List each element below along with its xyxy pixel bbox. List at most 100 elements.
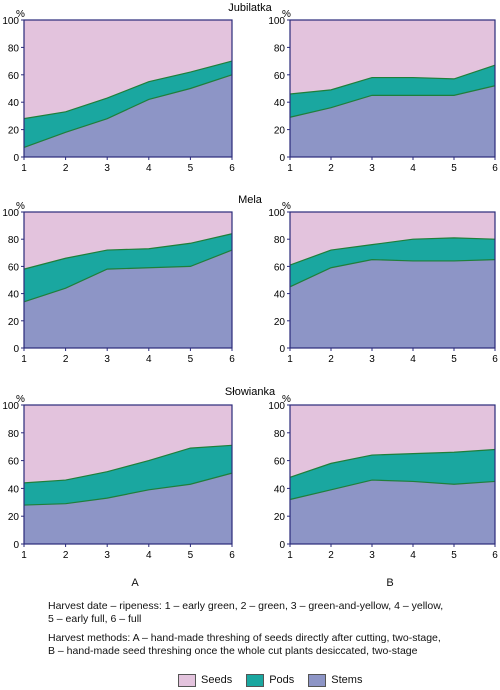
group-3-panel-a-x-tick-label: 6: [229, 550, 235, 561]
group-2-panel-b-y-tick-label: 80: [274, 235, 286, 246]
group-3-title: Słowianka: [225, 386, 276, 398]
group-1-panel-b-y-tick-label: 60: [274, 71, 286, 82]
legend-label-stems: Stems: [331, 674, 363, 686]
group-1-panel-a-pods-line: [23, 60, 233, 120]
legend-label-seeds: Seeds: [201, 674, 233, 686]
legend-item-stems: Stems: [308, 673, 363, 687]
group-2-panel-a-frame: [23, 211, 233, 349]
group-2-panel-b-y-tick-label: 60: [274, 262, 286, 273]
group-1-title: Jubilatka: [228, 2, 272, 14]
group-1-panel-a-y-tick-label: 20: [8, 126, 20, 137]
group-1-panel-b-pods-line: [289, 64, 496, 95]
group-1-panel-b-y-tick-label: 0: [279, 153, 285, 164]
group-3-panel-b-frame: [289, 404, 496, 545]
group-1-panel-b-x-tick-label: 4: [410, 163, 416, 174]
group-1-panel-a-y-tick-label: 40: [8, 98, 20, 109]
group-2-panel-b-y-tick-label: 20: [274, 317, 286, 328]
group-2-panel-a-y-tick-label: 40: [8, 290, 20, 301]
group-2-panel-b-x-tick-label: 6: [492, 354, 498, 365]
group-1-panel-b-y-tick-label: 80: [274, 43, 286, 54]
group-3-panel-a-y-tick-label: 100: [2, 401, 19, 412]
group-3-panel-a-x-tick-label: 3: [104, 550, 110, 561]
legend-swatch-seeds: [178, 673, 196, 687]
group-3-panel-a-pods-line: [23, 444, 233, 484]
group-1-panel-b-x-tick-label: 5: [451, 163, 457, 174]
group-2-panel-a-x-tick-label: 4: [146, 354, 152, 365]
group-2-panel-b-x-tick-label: 1: [287, 354, 293, 365]
group-3-panel-b-y-unit: %: [282, 394, 291, 405]
group-1-panel-a-y-unit: %: [16, 9, 25, 20]
group-3-panel-b-y-tick-label: 20: [274, 512, 286, 523]
group-1-panel-b-stems-line: [289, 85, 496, 118]
group-3-panel-b-y-tick-label: 40: [274, 484, 286, 495]
ripeness-note: Harvest date – ripeness: 1 – early green…: [48, 600, 493, 626]
column-label-b: B: [386, 577, 394, 589]
group-3-panel-a-stems-area: [24, 473, 232, 544]
group-1-panel-a-x-tick-label: 2: [63, 163, 69, 174]
group-2-panel-b-y-tick-label: 40: [274, 290, 286, 301]
group-3-panel-b-x-tick-label: 3: [369, 550, 375, 561]
group-2-panel-a-x-tick-label: 2: [63, 354, 69, 365]
group-1-panel-a-x-tick-label: 5: [188, 163, 194, 174]
group-3-panel-a-x-tick-label: 2: [63, 550, 69, 561]
group-1-panel-b-x-tick-label: 3: [369, 163, 375, 174]
group-2-panel-b-x-tick-label: 2: [328, 354, 334, 365]
group-1-panel-b-x-tick-label: 6: [492, 163, 498, 174]
group-2-panel-b-y-unit: %: [282, 201, 291, 212]
group-3-panel-b-x-tick-label: 2: [328, 550, 334, 561]
group-1-panel-a-y-tick-label: 0: [13, 153, 19, 164]
group-3-panel-b-pods-line: [289, 448, 496, 478]
group-2-panel-b-stems-area: [290, 259, 495, 348]
group-3-panel-a-stems-line: [23, 472, 233, 506]
group-2-panel-a-stems-line: [23, 249, 233, 303]
group-1-panel-b-frame: [289, 19, 496, 158]
group-1-panel-a-stems-line: [23, 74, 233, 148]
group-3-panel-a-y-unit: %: [16, 394, 25, 405]
group-3-panel-b-stems-line: [289, 479, 496, 501]
group-2-panel-b-y-tick-label: 100: [268, 208, 285, 219]
legend-label-pods: Pods: [269, 674, 295, 686]
group-3-panel-b-y-tick-label: 100: [268, 401, 285, 412]
group-2-panel-a-y-unit: %: [16, 201, 25, 212]
group-1-panel-b-x-tick-label: 2: [328, 163, 334, 174]
group-1-panel-a-frame: [23, 19, 233, 158]
group-3-panel-a-x-tick-label: 4: [146, 550, 152, 561]
group-3-panel-a-y-tick-label: 20: [8, 512, 20, 523]
methods-note-line-2: B – hand-made seed threshing once the wh…: [48, 645, 418, 657]
group-2-panel-b-x-tick-label: 3: [369, 354, 375, 365]
group-2-panel-a-pods-line: [23, 233, 233, 270]
group-1-panel-b-y-tick-label: 20: [274, 126, 286, 137]
column-label-a: A: [131, 577, 139, 589]
group-2-panel-a-x-tick-label: 6: [229, 354, 235, 365]
group-3-panel-b-x-tick-label: 6: [492, 550, 498, 561]
group-2-panel-a-y-tick-label: 0: [13, 344, 19, 355]
legend-item-pods: Pods: [246, 673, 295, 687]
group-3-panel-a-y-tick-label: 0: [13, 540, 19, 551]
group-2-panel-a-y-tick-label: 60: [8, 262, 20, 273]
group-1-panel-a-x-tick-label: 3: [104, 163, 110, 174]
group-1-panel-a-y-tick-label: 80: [8, 43, 20, 54]
group-3-panel-b-y-tick-label: 0: [279, 540, 285, 551]
group-3-panel-a-frame: [23, 404, 233, 545]
legend-item-seeds: Seeds: [178, 673, 233, 687]
group-2-panel-b-x-tick-label: 4: [410, 354, 416, 365]
group-1-panel-b-x-tick-label: 1: [287, 163, 293, 174]
group-1-panel-a-x-tick-label: 6: [229, 163, 235, 174]
group-3-panel-a-y-tick-label: 40: [8, 484, 20, 495]
group-3-panel-a-y-tick-label: 80: [8, 429, 20, 440]
group-2-panel-a-x-tick-label: 1: [21, 354, 27, 365]
group-2-panel-b-stems-line: [289, 258, 496, 288]
group-1-panel-b-y-tick-label: 40: [274, 98, 286, 109]
ripeness-note-line-1: Harvest date – ripeness: 1 – early green…: [48, 600, 444, 612]
group-3-panel-a-x-tick-label: 1: [21, 550, 27, 561]
group-3-panel-b-y-tick-label: 80: [274, 429, 286, 440]
group-3-panel-b-y-tick-label: 60: [274, 457, 286, 468]
group-3-panel-b-stems-area: [290, 480, 495, 544]
group-1-panel-a-x-tick-label: 4: [146, 163, 152, 174]
ripeness-note-line-2: 5 – early full, 6 – full: [48, 613, 142, 625]
group-2-panel-b-y-tick-label: 0: [279, 344, 285, 355]
group-1-panel-b-y-tick-label: 100: [268, 16, 285, 27]
methods-note-line-1: Harvest methods: A – hand-made threshing…: [48, 632, 441, 644]
group-2-title: Mela: [238, 194, 263, 206]
